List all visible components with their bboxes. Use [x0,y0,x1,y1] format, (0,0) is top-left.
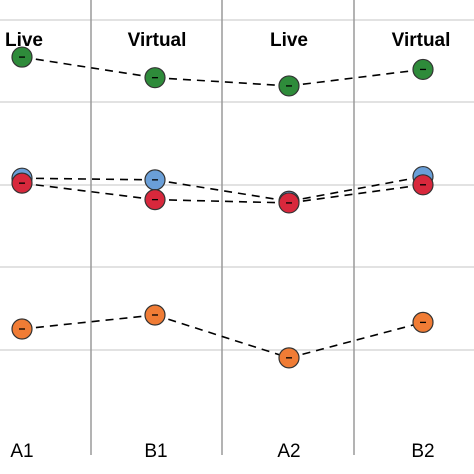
series-3 [11,304,434,369]
series-line-segment [21,56,156,79]
condition-label: Virtual [128,30,187,51]
series-layer [11,46,434,369]
x-tick-label: B1 [144,441,167,462]
condition-label: Virtual [392,30,451,51]
x-tick-labels: A1 B1 A2 B2 [10,441,434,462]
condition-label: Live [270,30,308,51]
series-line-segment [21,177,156,181]
series-line-segment [288,175,424,203]
series-line-segment [21,182,156,201]
series-line-segment [288,184,424,204]
series-line-segment [154,179,290,203]
series-line-segment [21,314,156,330]
condition-labels: Live Virtual Live Virtual [5,30,450,51]
series-2 [11,172,434,214]
series-line-segment [288,68,424,87]
series-line-segment [288,321,424,359]
series-0 [11,46,434,97]
x-tick-label: A1 [10,441,33,462]
grid [0,0,474,455]
condition-label: Live [5,30,43,51]
x-tick-label: A2 [277,441,300,462]
series-line-segment [154,314,290,359]
x-tick-label: B2 [411,441,434,462]
